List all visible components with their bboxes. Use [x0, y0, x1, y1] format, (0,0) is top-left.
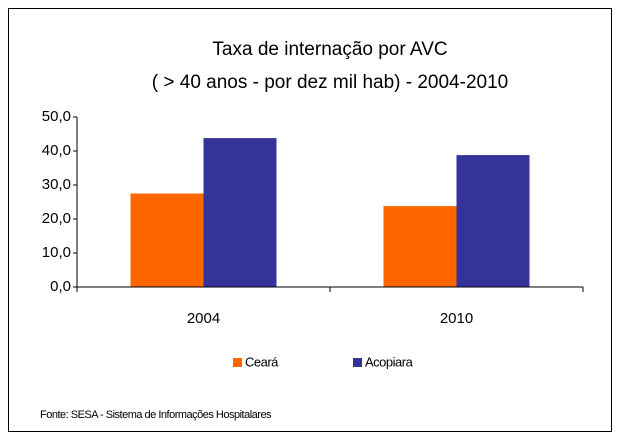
legend-swatch [353, 358, 362, 367]
x-tick-label: 2004 [187, 310, 220, 327]
y-tick-label: 50,0 [42, 108, 71, 125]
chart-title: Taxa de internação por AVC [212, 39, 447, 60]
source-note: Fonte: SESA - Sistema de Informações Hos… [40, 409, 272, 421]
y-tick-label: 10,0 [42, 244, 71, 261]
chart-subtitle: ( > 40 anos - por dez mil hab) - 2004-20… [152, 72, 508, 93]
y-tick-label: 40,0 [42, 142, 71, 159]
y-tick-label: 30,0 [42, 176, 71, 193]
bar [203, 138, 277, 287]
bar [456, 155, 530, 287]
legend-label: Ceará [245, 354, 279, 369]
bar [130, 193, 204, 287]
y-tick-label: 20,0 [42, 210, 71, 227]
x-tick-label: 2010 [440, 310, 473, 327]
bar [383, 206, 457, 287]
legend-swatch [233, 358, 242, 367]
legend-label: Acopiara [365, 354, 414, 369]
y-tick-label: 0,0 [50, 278, 71, 295]
